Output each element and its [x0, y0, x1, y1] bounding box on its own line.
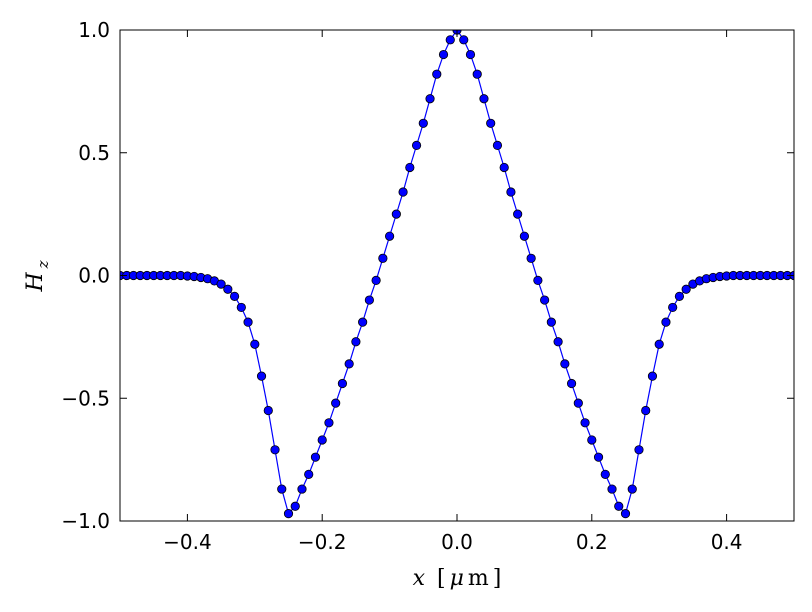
data-point: [351, 337, 361, 347]
data-point: [593, 452, 604, 462]
data-point: [540, 295, 550, 305]
y-tick-label: 0.5: [78, 141, 110, 165]
data-point: [223, 284, 233, 294]
x-axis-unit-base: m: [468, 566, 489, 591]
x-axis-label: x [ μ m ]: [413, 566, 502, 591]
data-point: [236, 302, 246, 313]
x-axis-variable: x: [413, 566, 426, 591]
data-point: [513, 209, 523, 219]
data-point: [290, 501, 300, 511]
data-point: [438, 49, 449, 60]
data-point: [533, 275, 543, 286]
data-point: [600, 469, 610, 479]
data-point: [331, 398, 341, 408]
data-point: [661, 317, 671, 327]
data-point: [216, 279, 226, 289]
data-point: [526, 253, 536, 263]
data-point: [243, 317, 253, 327]
data-point: [560, 359, 570, 369]
data-point: [411, 140, 422, 150]
data-point: [297, 484, 307, 494]
data-point: [587, 435, 597, 445]
y-tick-label: 1.0: [78, 18, 110, 42]
data-point: [304, 469, 314, 479]
data-point: [566, 378, 577, 389]
x-axis-unit-open: [: [437, 566, 446, 591]
data-point: [283, 509, 294, 519]
data-point: [256, 371, 267, 381]
data-point: [398, 187, 408, 197]
data-point: [358, 317, 368, 327]
data-point: [654, 339, 664, 349]
data-point: [391, 209, 401, 219]
data-point: [371, 275, 381, 286]
data-point: [405, 162, 415, 173]
data-point: [641, 405, 651, 416]
data-point: [324, 418, 334, 428]
data-point: [580, 418, 590, 428]
data-point: [553, 337, 563, 347]
data-point: [432, 69, 442, 79]
data-point: [445, 35, 455, 45]
data-point: [607, 484, 617, 494]
data-point: [263, 405, 273, 416]
data-point: [465, 49, 476, 60]
data-point: [614, 501, 624, 511]
data-point: [472, 69, 482, 79]
data-point: [250, 339, 260, 349]
x-tick-label: 0.2: [576, 530, 608, 554]
data-point: [425, 94, 435, 104]
x-tick-label: −0.2: [298, 530, 347, 554]
plot-area: [120, 30, 794, 519]
data-point: [310, 452, 321, 462]
data-point: [229, 291, 240, 301]
data-point: [647, 371, 658, 381]
data-point: [344, 359, 354, 369]
data-point: [486, 118, 496, 128]
x-tick-label: 0.0: [441, 530, 473, 554]
data-point: [506, 187, 516, 197]
x-axis-unit-close: ]: [493, 566, 502, 591]
y-axis-variable: H: [23, 272, 48, 293]
data-point: [546, 317, 556, 327]
x-tick-label: −0.4: [163, 530, 212, 554]
y-tick-label: −0.5: [61, 386, 110, 410]
data-point: [681, 284, 691, 294]
data-point: [627, 484, 637, 494]
y-axis-label: H z: [23, 260, 52, 292]
data-point: [337, 378, 348, 389]
data-point: [634, 445, 644, 455]
data-point: [459, 35, 469, 45]
data-point: [378, 253, 388, 263]
data-point: [384, 231, 395, 241]
data-point: [499, 162, 509, 173]
x-tick-label: 0.4: [711, 530, 743, 554]
series-group: [120, 30, 794, 519]
data-point: [418, 118, 428, 128]
data-point: [668, 302, 678, 313]
data-point: [277, 484, 287, 494]
data-point: [317, 435, 327, 445]
y-axis-subscript: z: [34, 260, 52, 269]
data-point: [519, 231, 530, 241]
y-tick-label: 0.0: [78, 264, 110, 288]
x-axis-unit-prefix: μ: [450, 566, 464, 591]
data-point: [674, 291, 685, 301]
axis-ticks: −0.4 −0.2 0.0 0.2 0.4 1.0 0.5 0.0 −0.5 −1.0: [61, 18, 794, 554]
data-point: [479, 94, 489, 104]
data-point: [270, 445, 280, 455]
data-point: [364, 295, 374, 305]
data-point: [492, 140, 503, 150]
y-tick-label: −1.0: [61, 509, 110, 533]
data-point: [620, 509, 631, 519]
data-point: [573, 398, 583, 408]
